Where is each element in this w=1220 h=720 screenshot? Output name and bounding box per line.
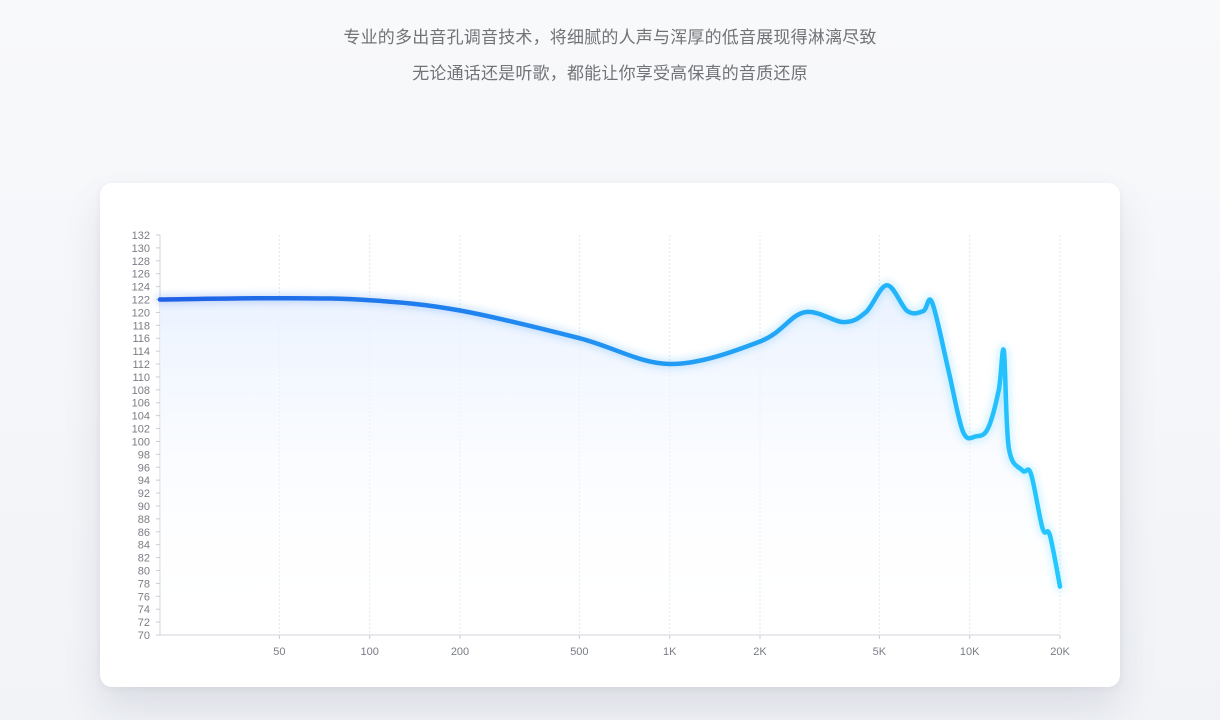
y-tick-label: 124 (132, 282, 150, 294)
data-point (975, 435, 978, 438)
y-tick-label: 108 (132, 385, 150, 397)
x-tick-label: 200 (451, 646, 469, 658)
y-tick-label: 132 (132, 230, 150, 242)
data-point (802, 311, 805, 314)
x-tick-label: 100 (361, 646, 379, 658)
data-point (987, 427, 990, 430)
x-tick-label: 500 (570, 646, 588, 658)
y-tick-label: 76 (138, 591, 150, 603)
x-tick-label: 50 (273, 646, 285, 658)
y-tick-label: 116 (132, 333, 150, 345)
y-tick-label: 130 (132, 243, 150, 255)
x-tick-label: 1K (663, 646, 677, 658)
x-tick-label: 2K (753, 646, 767, 658)
data-point (864, 311, 867, 314)
frequency-response-card: 132 130 128 126 124 122 120 118 116 114 112 110 108 1… (100, 183, 1120, 687)
y-axis-labels: 1321301281261241221201181161141121101081… (132, 230, 160, 642)
y-tick-label: 112 (132, 359, 150, 371)
x-tick-label: 10K (960, 646, 980, 658)
y-tick-label: 128 (132, 256, 150, 268)
intro-line-1: 专业的多出音孔调音技术，将细腻的人声与浑厚的低音展现得淋漓尽致 (343, 28, 877, 48)
x-axis-labels: 50 100 200 500 1K 2K 5K 10K 20K (273, 635, 1070, 658)
x-tick-label: 20K (1050, 646, 1070, 658)
y-tick-label: 72 (138, 617, 150, 629)
data-point (1041, 527, 1044, 530)
y-tick-label: 100 (132, 436, 150, 448)
data-point (1021, 469, 1024, 472)
y-tick-label: 110 (132, 372, 150, 384)
y-tick-label: 94 (138, 475, 150, 487)
y-tick-label: 102 (132, 424, 150, 436)
y-tick-label: 118 (132, 320, 150, 332)
data-point (1030, 472, 1033, 475)
area-fill (160, 285, 1060, 635)
data-point (368, 299, 371, 302)
y-tick-label: 86 (138, 527, 150, 539)
intro-text: 专业的多出音孔调音技术，将细腻的人声与浑厚的低音展现得淋漓尽致 无论通话还是听歌… (0, 20, 1220, 92)
data-point (1007, 447, 1010, 450)
y-tick-label: 96 (138, 462, 150, 474)
y-tick-label: 120 (132, 307, 150, 319)
y-tick-label: 74 (138, 604, 150, 616)
data-point (1048, 534, 1051, 537)
data-point (668, 363, 671, 366)
data-point (459, 309, 462, 312)
y-tick-label: 92 (138, 488, 150, 500)
y-tick-label: 104 (132, 411, 150, 423)
frequency-response-curve (157, 283, 1063, 589)
data-point (962, 430, 965, 433)
data-point (159, 298, 162, 301)
y-tick-label: 84 (138, 540, 150, 552)
data-point (759, 340, 762, 343)
y-tick-label: 122 (132, 295, 150, 307)
data-point (1003, 350, 1006, 353)
data-point (906, 310, 909, 313)
frequency-response-chart: 1321301281261241221201181161141121101081… (132, 230, 1071, 658)
y-tick-label: 90 (138, 501, 150, 513)
y-tick-label: 70 (138, 630, 150, 642)
data-point (842, 321, 845, 324)
y-tick-label: 114 (132, 346, 150, 358)
data-point (578, 337, 581, 340)
data-point (1059, 585, 1062, 588)
y-tick-label: 80 (138, 565, 150, 577)
data-point (931, 301, 934, 304)
data-point (886, 284, 889, 287)
data-point (278, 297, 281, 300)
x-tick-label: 5K (873, 646, 887, 658)
intro-line-2: 无论通话还是听歌，都能让你享受高保真的音质还原 (412, 64, 808, 84)
y-tick-label: 106 (132, 398, 150, 410)
data-point (922, 310, 925, 313)
y-tick-label: 82 (138, 553, 150, 565)
data-point (947, 369, 950, 372)
y-tick-label: 126 (132, 269, 150, 281)
y-tick-label: 78 (138, 578, 150, 590)
y-tick-label: 88 (138, 514, 150, 526)
data-point (997, 388, 1000, 391)
y-tick-label: 98 (138, 449, 150, 461)
